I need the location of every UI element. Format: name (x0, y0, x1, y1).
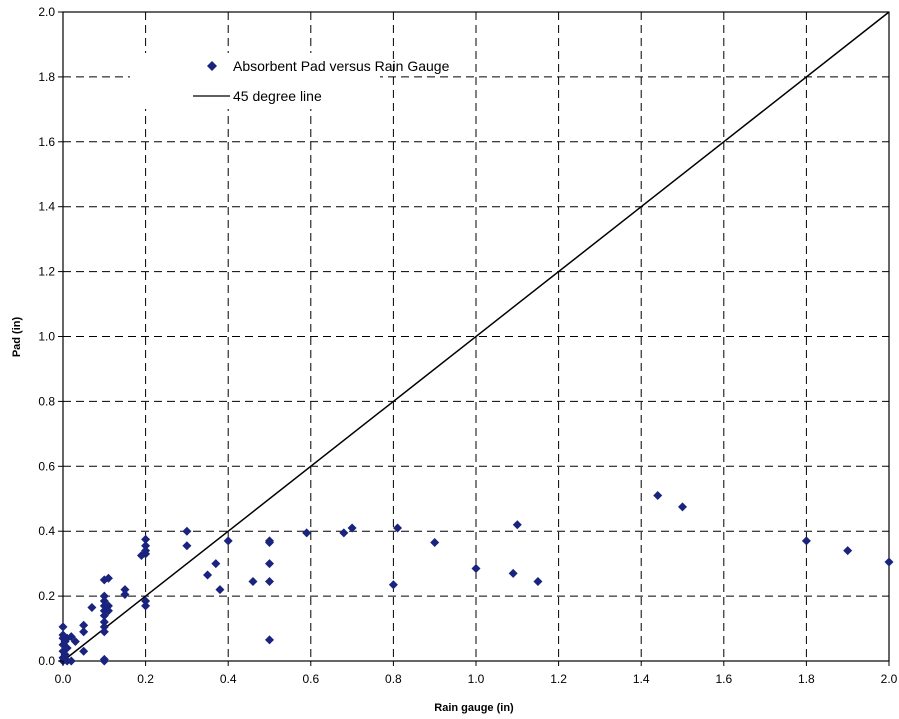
data-point (512, 520, 522, 530)
legend-label-scatter: Absorbent Pad versus Rain Gauge (233, 58, 450, 74)
y-tick-label: 1.8 (38, 70, 55, 84)
x-tick-label: 1.4 (633, 672, 650, 686)
x-tick-label: 0.2 (137, 672, 154, 686)
data-point (393, 523, 403, 533)
data-point (678, 502, 687, 512)
data-point (99, 591, 109, 601)
y-tick-label: 2.0 (38, 5, 55, 19)
data-point (79, 620, 89, 630)
data-point (99, 622, 109, 632)
legend-diamond-marker (207, 61, 217, 71)
data-point (653, 491, 663, 501)
x-tick-label: 0.6 (302, 672, 319, 686)
data-point (141, 596, 151, 606)
data-point (62, 643, 72, 653)
y-tick-label: 0.8 (38, 394, 55, 408)
x-tick-label: 1.2 (550, 672, 567, 686)
legend-label-line: 45 degree line (233, 88, 322, 104)
y-tick-label: 0.0 (38, 654, 55, 668)
data-point (99, 656, 109, 666)
data-point (265, 559, 274, 569)
line-layer (62, 11, 890, 662)
data-point (347, 523, 357, 533)
data-point (141, 549, 151, 559)
x-tick-label: 1.8 (798, 672, 815, 686)
data-point (801, 536, 811, 546)
data-point (508, 568, 518, 578)
x-tick-label: 1.0 (468, 672, 485, 686)
data-point (99, 627, 109, 637)
data-point (265, 538, 274, 548)
x-tick-label: 2.0 (881, 672, 898, 686)
point-layer (58, 491, 894, 666)
data-point (884, 557, 894, 567)
x-tick-label: 0.0 (55, 672, 72, 686)
y-tick-label: 1.4 (38, 200, 55, 214)
data-point (99, 617, 109, 627)
x-axis-ticks: 0.0 0.2 0.4 0.6 0.8 1.0 1.2 1.4 1.6 1.8 2.0 (55, 661, 898, 686)
y-tick-label: 0.6 (38, 459, 55, 473)
data-point (471, 564, 481, 574)
y-axis-ticks: 0.0 0.2 0.4 0.6 0.8 1.0 1.2 1.4 1.6 1.8 2.0 (38, 5, 63, 668)
data-point (141, 601, 151, 611)
data-point (70, 637, 80, 647)
data-point (339, 528, 349, 538)
data-point (203, 570, 213, 580)
x-tick-label: 1.6 (715, 672, 732, 686)
data-point (533, 576, 543, 586)
x-tick-label: 0.8 (385, 672, 402, 686)
legend: Absorbent Pad versus Rain Gauge 45 degre… (130, 53, 450, 109)
y-tick-label: 1.0 (38, 330, 55, 344)
y-tick-label: 1.2 (38, 265, 55, 279)
x-axis-title: Rain gauge (in) (434, 702, 514, 714)
data-point (265, 635, 274, 645)
data-point (79, 646, 89, 656)
data-point (843, 546, 853, 556)
y-tick-label: 0.4 (38, 524, 55, 538)
data-point (58, 622, 68, 632)
data-point (223, 536, 233, 546)
data-point (248, 576, 258, 586)
data-point (182, 541, 192, 551)
y-tick-label: 0.2 (38, 589, 55, 603)
data-point (141, 534, 151, 544)
data-point (120, 585, 130, 595)
data-point (103, 601, 113, 611)
data-point (103, 573, 113, 583)
data-point (103, 606, 113, 616)
data-point (211, 559, 221, 569)
data-point (141, 541, 151, 551)
x-tick-label: 0.4 (220, 672, 237, 686)
data-point (120, 589, 130, 599)
data-point (215, 585, 225, 595)
data-point (265, 576, 274, 586)
data-point (66, 656, 76, 666)
data-point (182, 526, 192, 536)
data-point (87, 602, 97, 612)
data-point (302, 528, 312, 538)
data-point (388, 580, 398, 590)
data-point (79, 627, 89, 637)
series-line-45-degree (62, 11, 890, 662)
data-point (430, 538, 440, 548)
y-axis-title: Pad (in) (11, 317, 23, 358)
legend-background (130, 53, 380, 109)
y-tick-label: 1.6 (38, 135, 55, 149)
